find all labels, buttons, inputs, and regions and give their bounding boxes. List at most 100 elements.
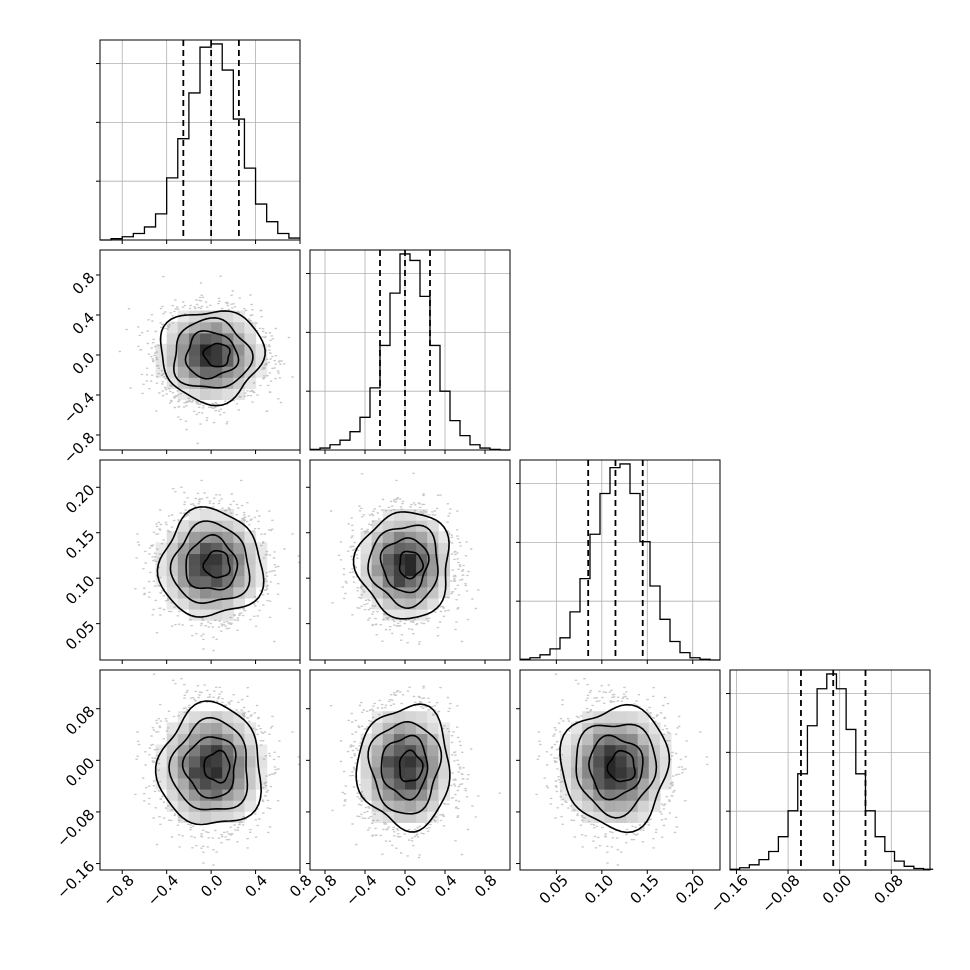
sample-points (118, 275, 294, 445)
density-bin (393, 542, 406, 555)
density-bin (244, 800, 257, 812)
density-bin (177, 811, 190, 823)
density-bin (222, 388, 234, 401)
density-bin (582, 733, 594, 746)
panel-frame (519, 669, 721, 871)
joint-panel-3-0 (96, 669, 301, 874)
density-bin (615, 711, 628, 723)
density-bin (637, 744, 650, 757)
density-bin (637, 800, 650, 812)
density-bin (222, 800, 234, 812)
density-bin (255, 355, 268, 367)
density-bin (244, 355, 257, 367)
density-bin (211, 744, 223, 757)
density-bin (648, 722, 661, 735)
y-tick-label: −0.8 (60, 429, 98, 467)
density-bin (188, 766, 201, 779)
density-bin (582, 800, 594, 812)
density-bin (177, 777, 190, 790)
density-bin (177, 321, 190, 334)
density-bin (659, 777, 672, 790)
density-bin (200, 377, 212, 389)
density-bin (416, 800, 428, 812)
density-bin (166, 343, 179, 356)
x-tick-label: −0.08 (758, 871, 803, 916)
panel-frame (99, 459, 301, 661)
density-bin (360, 542, 373, 555)
density-bin (382, 564, 395, 577)
density-bin (211, 733, 223, 746)
x-tick-label: −0.16 (707, 871, 752, 916)
density-bin (222, 531, 234, 543)
density-bin (416, 811, 428, 823)
density-bin (371, 531, 384, 543)
density-bin (211, 586, 223, 599)
density-bin (222, 722, 234, 735)
contour-1 (588, 734, 644, 801)
density-bin (255, 366, 268, 378)
density-bin (200, 722, 212, 735)
density-bin (416, 531, 428, 543)
density-bin (405, 722, 417, 735)
y-tick-label: −0.08 (53, 806, 98, 851)
density-bin (244, 586, 257, 599)
density-bin (427, 755, 439, 768)
density-bin (211, 766, 223, 779)
density-bin (177, 733, 190, 746)
density-bin (155, 575, 168, 588)
contour-0 (606, 749, 636, 783)
density-bin (233, 310, 246, 323)
contour-2 (367, 720, 443, 815)
density-bin (211, 777, 223, 790)
panel-frame (99, 249, 301, 451)
density-bin (382, 542, 395, 555)
density-bin (233, 777, 246, 790)
density-bin (427, 722, 439, 735)
density-bin (244, 366, 257, 378)
marginal-panel-2 (516, 459, 721, 664)
density-bin (233, 366, 246, 378)
density-bin (200, 788, 212, 801)
density-bin (393, 811, 406, 823)
density-bin (626, 777, 639, 790)
contour-3 (559, 703, 671, 834)
density-bin (222, 597, 234, 610)
density-bin (233, 332, 246, 345)
density-bin (177, 564, 190, 577)
density-bin (571, 722, 583, 735)
density-bin (255, 744, 268, 757)
contour-2 (575, 723, 658, 819)
density-bin (177, 366, 190, 378)
density-bin (155, 366, 168, 378)
y-tick-label: 0.08 (62, 702, 98, 738)
density-bin (637, 811, 650, 823)
density-bin (188, 597, 201, 610)
density-bin (177, 520, 190, 532)
density-bin (360, 744, 373, 757)
density-bin (637, 777, 650, 790)
density-bin (255, 564, 268, 577)
density-bin (177, 388, 190, 401)
x-tick-label: 0.0 (391, 871, 421, 901)
density-bin (233, 788, 246, 801)
density-bin (244, 564, 257, 577)
density-bin (382, 788, 395, 801)
density-bin (222, 744, 234, 757)
panel-frame (729, 669, 931, 871)
density-bin (211, 575, 223, 588)
density-bin (382, 531, 395, 543)
density-bin (371, 586, 384, 599)
density-bin (211, 366, 223, 378)
density-bin (438, 564, 451, 577)
density-bin (200, 366, 212, 378)
density-bin (559, 733, 572, 746)
density-bin (155, 553, 168, 566)
density-bin (177, 597, 190, 610)
density-bin (637, 766, 650, 779)
density-bin (200, 711, 212, 723)
density-bin (166, 332, 179, 345)
density-bin (166, 355, 179, 367)
density-bin (188, 800, 201, 812)
density-bin (211, 608, 223, 621)
density-bin (648, 800, 661, 812)
